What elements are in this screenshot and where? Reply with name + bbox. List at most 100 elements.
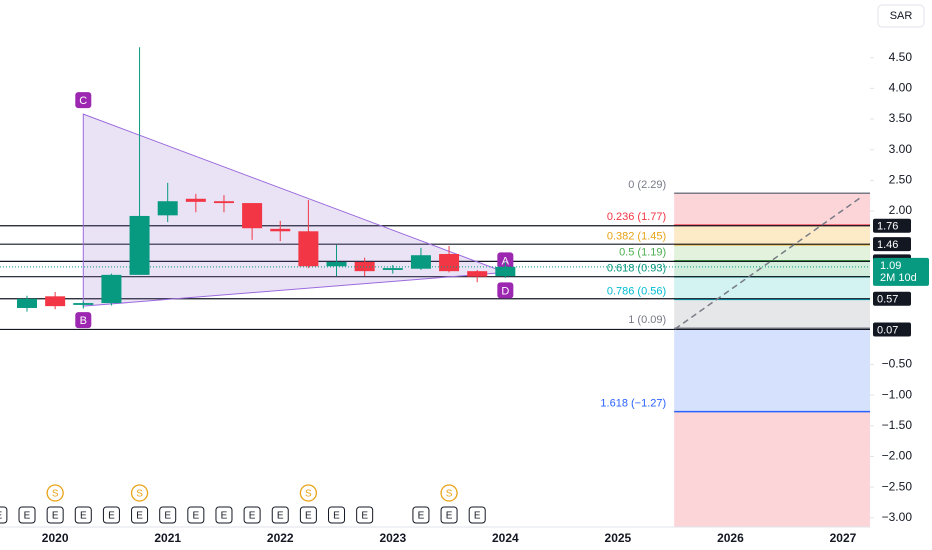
fib-zone — [674, 299, 870, 329]
y-tick-label: 4.50 — [889, 50, 913, 64]
event-label: E — [80, 511, 87, 522]
y-tick-label: 2.50 — [889, 173, 913, 187]
x-tick-label: 2026 — [717, 531, 744, 545]
y-tick-label: −1.50 — [882, 418, 913, 432]
pattern-triangle — [82, 113, 506, 307]
candle-body — [382, 268, 403, 270]
event-icon — [243, 506, 261, 524]
event-label: E — [192, 511, 199, 522]
candle-body — [185, 198, 206, 202]
event-label: E — [333, 511, 340, 522]
price-tag-label: 0.07 — [877, 324, 898, 336]
price-tag-label: 1.46 — [877, 239, 898, 251]
trend-line — [674, 197, 861, 330]
candle-body — [326, 261, 347, 267]
pattern-point — [497, 252, 514, 269]
x-tick-label: 2022 — [267, 531, 294, 545]
fib-label: 0 (2.29) — [628, 179, 666, 191]
pattern-label: B — [80, 315, 87, 327]
event-icon — [215, 506, 233, 524]
event-icon — [299, 484, 318, 502]
event-label: E — [474, 511, 481, 522]
event-icon — [440, 484, 458, 502]
pattern-point — [75, 312, 92, 329]
event-icon — [328, 506, 346, 524]
candle-body — [270, 228, 291, 232]
y-tick-label: 3.50 — [889, 111, 913, 125]
candle-body — [298, 231, 319, 267]
event-icon — [130, 484, 149, 502]
event-icon — [18, 506, 36, 524]
fib-zone — [674, 193, 870, 226]
event-icon — [299, 506, 317, 524]
currency-button[interactable] — [877, 4, 925, 28]
candle-body — [73, 303, 94, 305]
y-tick-label: 2.00 — [889, 203, 913, 217]
event-icon — [468, 506, 486, 524]
event-icon — [412, 506, 430, 524]
y-tick-label: −0.50 — [882, 357, 913, 371]
event-icon — [0, 506, 8, 524]
candle-body — [213, 201, 234, 204]
y-tick-label: −1.00 — [882, 387, 913, 401]
pattern-label: C — [79, 95, 87, 107]
fib-zone — [674, 276, 870, 300]
x-tick-label: 2024 — [492, 531, 519, 545]
event-label: E — [164, 511, 171, 522]
fib-zones: 0 (2.29) 0.236 (1.77) 0.382 (1.45) 0.5 (1.1… — [600, 179, 870, 527]
candle-body — [495, 266, 516, 277]
currency: SAR — [890, 10, 913, 22]
last-price-tag — [873, 257, 929, 286]
event-icon — [46, 506, 64, 524]
pattern-point — [497, 282, 514, 299]
candle-body — [157, 201, 178, 216]
x-tick-label: 2025 — [605, 531, 632, 545]
fib-label: 0.382 (1.45) — [607, 231, 666, 243]
last-price-label: 1.09 — [880, 260, 901, 272]
fib-label: 0.786 (0.56) — [607, 285, 666, 297]
fib-label: 0.618 (0.93) — [607, 263, 666, 275]
event-label: E — [277, 511, 284, 522]
price-tag — [873, 291, 911, 306]
event-icon — [159, 506, 177, 524]
event-icon — [356, 506, 374, 524]
fib-zone — [674, 225, 870, 245]
plot: CBADSSSSEEEEEEEEEEEEEEEEE — [0, 47, 870, 524]
candle-body — [242, 203, 263, 229]
x-tick-label: 2021 — [154, 531, 181, 545]
fib-label: 0.5 (1.19) — [619, 247, 666, 259]
event-icon — [131, 506, 149, 524]
pattern-label: D — [501, 285, 509, 297]
y-tick-label: −2.00 — [882, 449, 913, 463]
event-icon — [187, 506, 205, 524]
fib-label: 1 (0.09) — [628, 314, 666, 326]
x-tick-label: 2027 — [830, 531, 857, 545]
event-label: E — [136, 511, 143, 522]
candle-body — [17, 298, 38, 308]
price-tag — [873, 218, 911, 233]
event-label: E — [361, 511, 368, 522]
price-tag-label: 1.76 — [877, 221, 898, 233]
x-tick-label: 2020 — [42, 531, 69, 545]
x-tick-label: 2023 — [379, 531, 406, 545]
candle-body — [439, 253, 460, 272]
price-tag — [873, 237, 911, 252]
countdown: 2M 10d — [880, 272, 917, 284]
pattern-label: A — [502, 255, 510, 267]
event-label: S — [136, 489, 143, 500]
price-tag — [873, 322, 911, 337]
event-label: E — [52, 511, 59, 522]
y-tick-label: 4.00 — [889, 81, 913, 95]
event-label: E — [24, 511, 31, 522]
price-tag-label: 0.57 — [877, 294, 898, 306]
candle-body — [354, 261, 375, 272]
pattern-point — [75, 92, 92, 109]
fib-zone — [674, 328, 870, 412]
candle-body — [101, 274, 122, 304]
candle-body — [45, 296, 66, 307]
fib-zone — [674, 244, 870, 261]
candle-body — [129, 215, 150, 275]
candle-body — [467, 271, 488, 277]
event-label: E — [249, 511, 256, 522]
